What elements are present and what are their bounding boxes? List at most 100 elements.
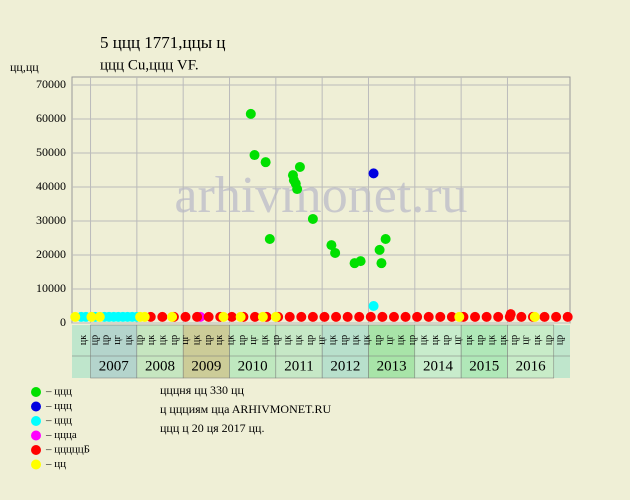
- legend-label: – ццц: [45, 386, 72, 398]
- legend-label: – цц: [45, 458, 66, 470]
- legend-label: – цццццБ: [45, 444, 90, 456]
- year-band: [90, 324, 138, 379]
- y-tick-label: 30000: [36, 213, 66, 227]
- year-label: 2007: [99, 358, 130, 374]
- period-label: цр: [373, 335, 384, 345]
- point: [377, 311, 388, 322]
- point: [264, 234, 275, 245]
- chart-title: 5 ццц 1771,ццы ц: [100, 33, 226, 52]
- point: [505, 309, 516, 320]
- period-label: цк: [464, 335, 475, 345]
- point: [326, 240, 337, 251]
- year-band: [229, 324, 277, 379]
- year-band: [460, 324, 508, 379]
- period-label: цг: [521, 335, 532, 344]
- year-label: 2016: [516, 358, 547, 374]
- year-label: 2012: [330, 358, 360, 374]
- period-label: цк: [396, 335, 407, 345]
- footer-text: ц ццциям ццa ARHIVMONET.RU: [160, 402, 332, 416]
- period-label: цр: [203, 335, 214, 345]
- point: [330, 247, 341, 258]
- year-label: 2008: [145, 358, 175, 374]
- period-label: цк: [226, 335, 237, 345]
- point: [388, 311, 399, 322]
- plot-area: [71, 76, 571, 324]
- period-label: цр: [339, 335, 350, 345]
- period-label: цг: [384, 335, 395, 344]
- point: [354, 311, 365, 322]
- period-label: цк: [532, 335, 543, 345]
- period-label: цр: [169, 335, 180, 345]
- point: [562, 311, 573, 322]
- legend-marker: [31, 430, 41, 441]
- point: [551, 311, 562, 322]
- period-label: цк: [418, 335, 429, 345]
- year-band: [414, 324, 462, 379]
- year-band: [136, 324, 184, 379]
- point: [70, 311, 81, 322]
- year-label: 2010: [238, 358, 268, 374]
- point: [292, 184, 303, 195]
- point: [270, 311, 281, 322]
- legend-label: – ццца: [45, 429, 77, 441]
- point: [167, 311, 178, 322]
- point: [374, 244, 385, 255]
- point: [192, 311, 203, 322]
- legend-marker: [31, 387, 41, 397]
- point: [307, 311, 318, 322]
- point: [296, 311, 307, 322]
- period-label: цк: [498, 335, 509, 345]
- point: [331, 311, 342, 322]
- legend-marker: [31, 416, 41, 426]
- point: [94, 311, 105, 322]
- axis-band-edge: [553, 325, 570, 378]
- period-label: цг: [112, 335, 123, 344]
- period-label: цр: [543, 335, 554, 345]
- y-tick-label: 20000: [36, 247, 66, 261]
- footer-text: ццц ц 20 ця 2017 цц.: [160, 421, 264, 435]
- point: [400, 311, 411, 322]
- point: [245, 108, 256, 119]
- point: [423, 311, 434, 322]
- period-label: цр: [271, 335, 282, 345]
- point: [284, 311, 295, 322]
- point: [539, 311, 550, 322]
- point: [470, 311, 481, 322]
- point: [481, 311, 492, 322]
- y-tick-label: 50000: [36, 145, 66, 159]
- point: [342, 311, 353, 322]
- point: [139, 311, 150, 322]
- point: [368, 301, 379, 311]
- period-label: цр: [101, 335, 112, 345]
- y-tick-label: 10000: [36, 281, 66, 295]
- period-label: цк: [214, 335, 225, 345]
- period-label: цк: [362, 335, 373, 345]
- year-band: [368, 324, 416, 379]
- year-label: 2013: [377, 358, 407, 374]
- point: [380, 234, 391, 245]
- footer-text: цццня цц 330 цц: [160, 383, 244, 397]
- point: [249, 150, 260, 161]
- period-label: цк: [294, 335, 305, 345]
- point: [529, 311, 540, 322]
- period-label: цг: [180, 335, 191, 344]
- period-label: цр: [509, 335, 520, 345]
- period-label: цр: [89, 335, 100, 345]
- point: [516, 311, 527, 322]
- period-label: цр: [305, 335, 316, 345]
- axis-band-edge: [72, 325, 91, 378]
- point: [86, 311, 97, 322]
- y-axis-label: цц,цц: [10, 60, 39, 74]
- year-label: 2014: [423, 358, 454, 374]
- period-label: цк: [260, 335, 271, 345]
- period-label: цк: [146, 335, 157, 345]
- y-tick-label: 60000: [36, 111, 66, 125]
- point: [412, 311, 423, 322]
- point: [446, 311, 457, 322]
- point: [260, 157, 271, 168]
- period-label: цк: [328, 335, 339, 345]
- year-label: 2015: [469, 358, 499, 374]
- chart-subtitle: ццц Cu,ццц VF.: [100, 57, 199, 73]
- point: [235, 311, 246, 322]
